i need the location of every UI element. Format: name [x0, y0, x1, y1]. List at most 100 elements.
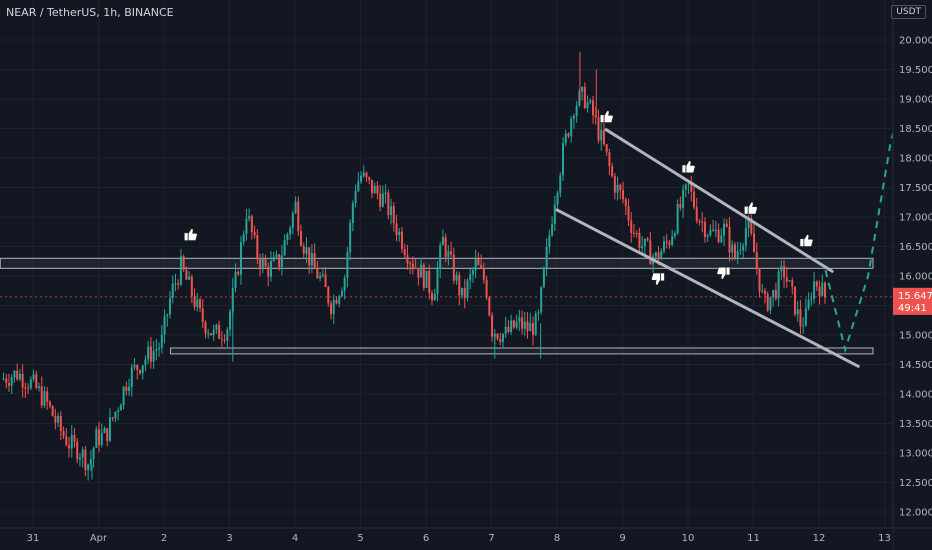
candle-body — [351, 203, 354, 223]
candle-body — [463, 287, 466, 298]
candle-body — [119, 405, 122, 411]
thumb-cuff — [660, 272, 665, 282]
candle-body — [335, 299, 338, 304]
price-axis-bg — [893, 0, 932, 550]
candle-body — [201, 308, 204, 323]
candle-body — [581, 86, 584, 92]
candle-body — [155, 349, 158, 351]
time-tick-label: Apr — [90, 533, 108, 544]
candle-body — [474, 258, 477, 271]
candle-body — [108, 417, 111, 441]
candle-body — [564, 133, 567, 144]
candle-body — [676, 204, 679, 234]
candle-body — [54, 416, 57, 423]
candle-body — [269, 261, 272, 277]
candle-body — [160, 334, 163, 348]
price-tick-label: 12.000 — [899, 508, 932, 519]
symbol-legend[interactable]: NEAR / TetherUS, 1h, BINANCE — [6, 6, 174, 19]
candle-body — [21, 373, 24, 388]
candle-body — [117, 410, 120, 412]
candle-body — [796, 309, 799, 315]
candle-body — [425, 270, 428, 288]
candle-body — [507, 326, 510, 333]
candle-body — [753, 233, 756, 253]
candle-body — [291, 212, 294, 229]
candle-body — [701, 221, 704, 223]
candle-body — [673, 233, 676, 237]
candle-body — [283, 240, 286, 256]
candle-body — [592, 100, 595, 116]
candle-body — [149, 346, 152, 362]
candle-body — [594, 115, 597, 118]
candle-body — [409, 263, 412, 265]
candle-body — [488, 297, 491, 316]
candle-body — [583, 86, 586, 109]
candle-body — [27, 387, 30, 389]
candle-body — [62, 431, 65, 437]
candle-body — [731, 244, 734, 253]
candle-body — [365, 172, 368, 178]
candle-body — [750, 218, 753, 234]
candle-body — [436, 268, 439, 294]
time-tick-label: 2 — [161, 533, 167, 544]
candle-body — [59, 415, 62, 432]
candle-body — [362, 172, 365, 176]
candle-body — [747, 218, 750, 228]
price-tick-label: 17.000 — [899, 213, 932, 224]
candle-body — [540, 287, 543, 313]
candle-body — [87, 464, 90, 471]
candle-body — [357, 181, 360, 192]
candle-body — [289, 228, 292, 235]
candle-body — [305, 247, 308, 254]
candle-body — [111, 417, 114, 419]
trendlines — [555, 128, 860, 368]
candle-body — [512, 320, 515, 328]
candle-body — [624, 199, 627, 207]
price-axis[interactable]: 12.000 12.500 13.000 13.500 14.000 14.500 15.0… — [892, 0, 932, 550]
candle-body — [455, 274, 458, 281]
time-axis[interactable]: 31 Apr 2 3 4 5 6 7 8 9 10 11 12 13 — [0, 527, 932, 550]
candle-body — [813, 281, 816, 299]
candle-body — [499, 338, 502, 342]
thumb-cuff — [681, 164, 687, 174]
candle-body — [29, 379, 32, 389]
candle-body — [136, 364, 139, 371]
candle-body — [272, 256, 275, 262]
candle-body — [158, 347, 161, 350]
candle-body — [125, 386, 128, 391]
candle-body — [742, 245, 745, 251]
candle-body — [791, 280, 794, 287]
candle-body — [280, 255, 283, 267]
candle-body — [84, 449, 87, 471]
candle-body — [793, 286, 796, 315]
candle-body — [777, 271, 780, 299]
thumbs-up-icon — [799, 233, 814, 248]
candle-body — [177, 283, 180, 285]
candle-body — [682, 189, 685, 208]
candlesticks — [2, 51, 827, 481]
candle-body — [313, 253, 316, 268]
candle-body — [638, 232, 641, 248]
candle-body — [2, 378, 5, 380]
candle-body — [297, 201, 300, 232]
candle-body — [286, 234, 289, 241]
candle-body — [712, 229, 715, 231]
candle-body — [613, 176, 616, 193]
candle-body — [223, 339, 226, 341]
candle-body — [553, 204, 556, 225]
currency-unit-badge[interactable]: USDT — [891, 5, 926, 19]
candle-body — [89, 459, 92, 465]
candle-body — [420, 264, 423, 278]
candle-body — [188, 276, 191, 280]
candle-body — [668, 242, 671, 245]
candle-body — [376, 185, 379, 194]
candle-body — [35, 374, 38, 388]
thumbs-up-icon — [599, 110, 614, 124]
candle-body — [616, 184, 619, 193]
thumbs-up-icon — [743, 201, 758, 215]
candle-body — [441, 236, 444, 246]
candle-body — [537, 312, 540, 314]
candle-body — [360, 175, 363, 182]
price-tick-label: 17.500 — [899, 183, 932, 194]
